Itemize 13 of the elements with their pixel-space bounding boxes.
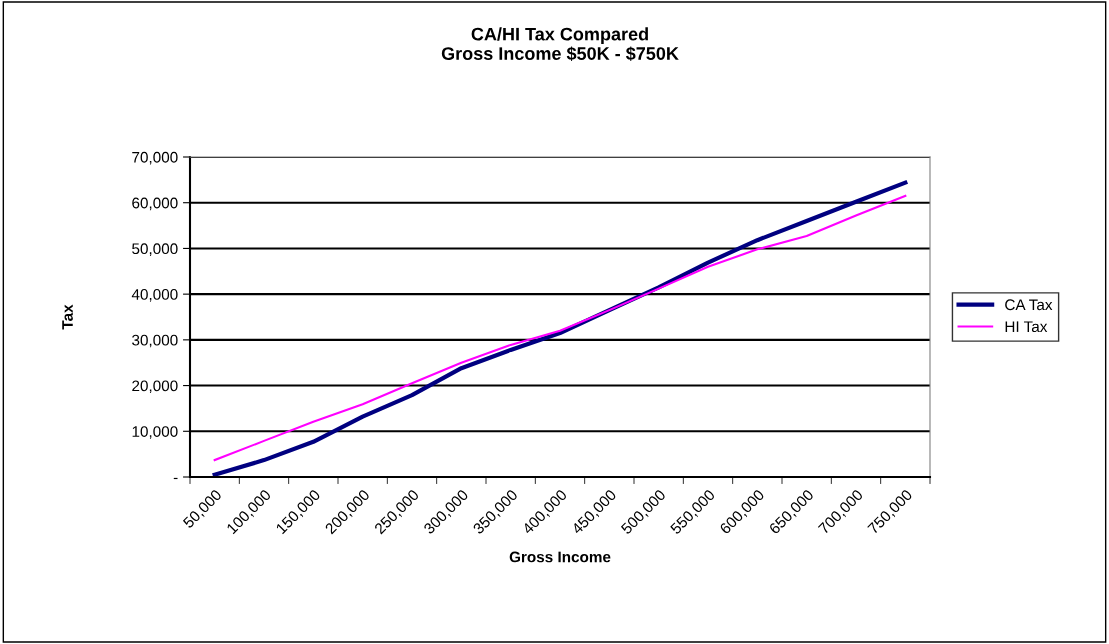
- y-axis-title: Tax: [62, 304, 73, 330]
- y-tick-label: 70,000: [132, 151, 178, 165]
- legend-label: CA Tax: [1005, 299, 1053, 311]
- y-tick-label: 60,000: [132, 197, 178, 211]
- y-tick-label: 20,000: [132, 380, 178, 394]
- x-axis-title: Gross Income: [509, 551, 611, 563]
- y-tick-label: 10,000: [132, 426, 178, 439]
- y-tick-label: 30,000: [132, 334, 178, 348]
- y-tick-label: -: [173, 477, 178, 480]
- chart-title: CA/HI Tax Compared Gross Income $50K - $750K: [441, 27, 679, 62]
- y-tick-label: 50,000: [132, 243, 178, 256]
- y-tick-label: 40,000: [131, 289, 178, 302]
- legend-label: HI Tax: [1005, 321, 1048, 333]
